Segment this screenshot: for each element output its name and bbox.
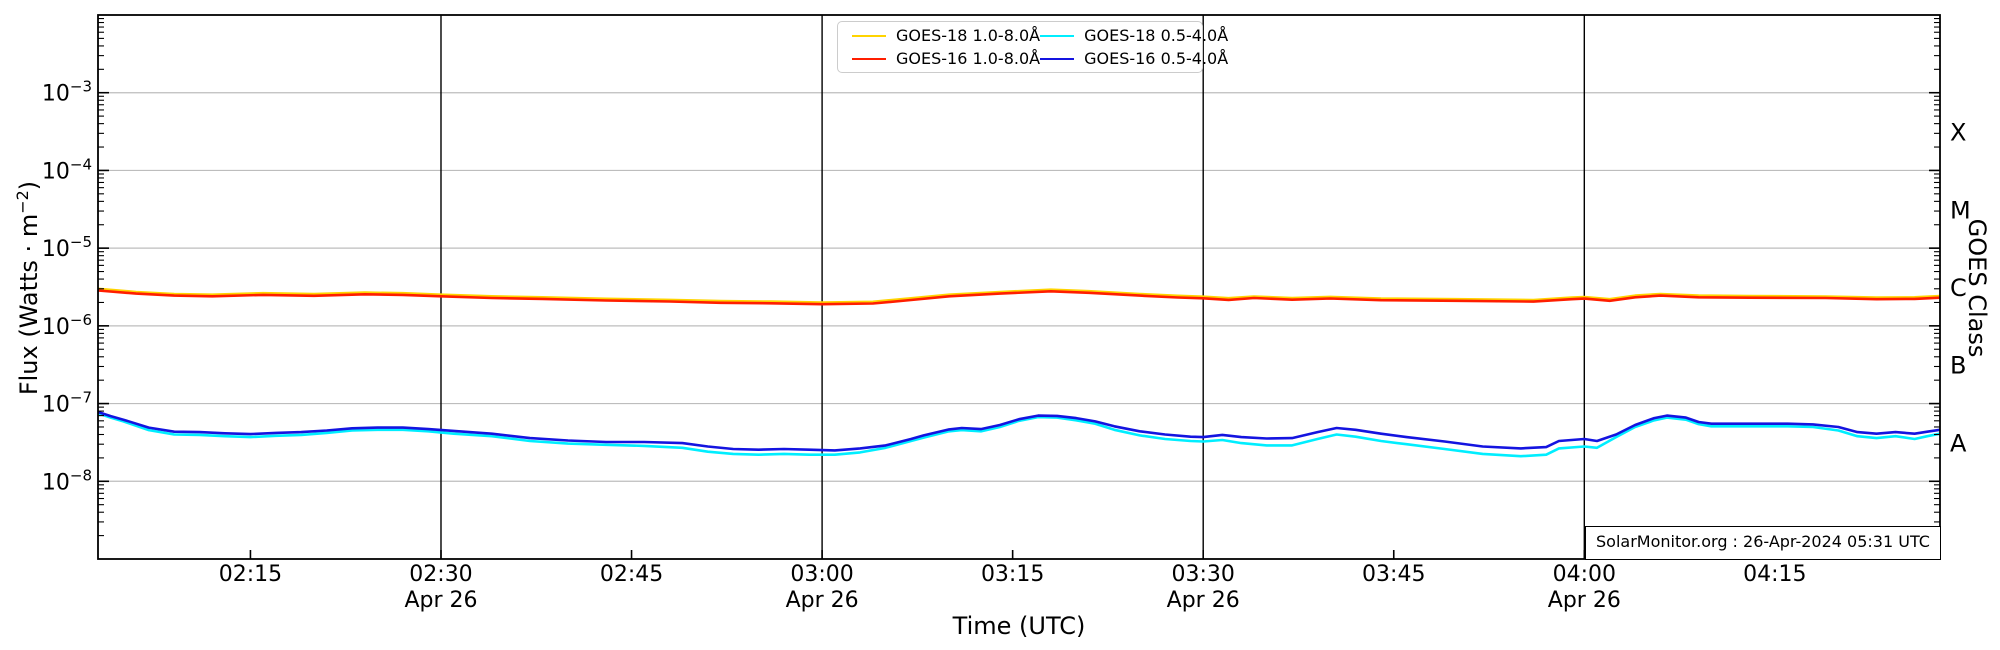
goes-class-label-A: A — [1950, 429, 1967, 457]
legend-label: GOES-16 0.5-4.0Å — [1084, 49, 1229, 68]
series-line-2-goes-18-0-5-4-0- — [98, 412, 1940, 458]
y-tick-label: 10−8 — [42, 466, 92, 495]
series-line-3-goes-16-0-5-4-0- — [98, 410, 1940, 452]
y-tick-label: 10−3 — [42, 78, 92, 107]
legend-item-goes18-long: GOES-18 1.0-8.0Å — [852, 24, 1040, 47]
x-tick-label: 03:15 — [981, 562, 1044, 587]
goes-class-label-C: C — [1950, 274, 1967, 302]
y-tick-label: 10−7 — [42, 389, 92, 418]
legend-item-goes16-long: GOES-16 1.0-8.0Å — [852, 47, 1040, 70]
x-tick-date-label: Apr 26 — [1548, 588, 1621, 613]
legend-label: GOES-18 0.5-4.0Å — [1084, 26, 1229, 45]
legend-label: GOES-16 1.0-8.0Å — [896, 49, 1041, 68]
x-tick-label: 03:00 — [790, 562, 853, 587]
x-tick-date-label: Apr 26 — [404, 588, 477, 613]
goes16-long-line-swatch — [852, 57, 886, 60]
y-axis-title-text: Flux (Watts · m — [15, 213, 43, 396]
right-axis-title: GOES Class — [1963, 218, 1991, 358]
y-tick-label: 10−4 — [42, 155, 92, 184]
x-tick-date-label: Apr 26 — [1167, 588, 1240, 613]
y-tick-label: 10−6 — [42, 311, 92, 340]
goes18-short-line-swatch — [1040, 34, 1075, 37]
goes16-short-line-swatch — [1040, 57, 1075, 60]
x-tick-label: 03:30 — [1171, 562, 1234, 587]
source-timestamp-box: SolarMonitor.org : 26-Apr-2024 05:31 UTC — [1585, 526, 1941, 560]
goes-class-label-M: M — [1950, 196, 1971, 224]
y-axis-title: Flux (Watts · m−2) — [13, 128, 43, 448]
x-tick-label: 02:15 — [219, 562, 282, 587]
legend-item-goes18-short: GOES-18 0.5-4.0Å — [1040, 24, 1228, 47]
x-tick-label: 02:30 — [409, 562, 472, 587]
legend-item-goes16-short: GOES-16 0.5-4.0Å — [1040, 47, 1228, 70]
x-tick-label: 02:45 — [600, 562, 663, 587]
x-tick-label: 03:45 — [1362, 562, 1425, 587]
goes18-long-line-swatch — [852, 34, 886, 37]
series-line-1-goes-16-1-0-8-0- — [98, 289, 1940, 306]
x-axis-title: Time (UTC) — [952, 612, 1086, 640]
x-tick-date-label: Apr 26 — [786, 588, 859, 613]
source-timestamp-text: SolarMonitor.org : 26-Apr-2024 05:31 UTC — [1596, 532, 1930, 551]
legend: GOES-18 1.0-8.0Å GOES-18 0.5-4.0Å GOES-1… — [837, 21, 1228, 73]
series-line-0-goes-18-1-0-8-0- — [98, 287, 1940, 304]
x-tick-label: 04:00 — [1553, 562, 1616, 587]
goes-class-label-B: B — [1950, 352, 1966, 380]
plot-border — [97, 14, 1941, 560]
goes-class-label-X: X — [1950, 119, 1966, 147]
y-axis-title-exponent: −2 — [13, 190, 32, 214]
legend-label: GOES-18 1.0-8.0Å — [896, 26, 1041, 45]
x-tick-label: 04:15 — [1743, 562, 1806, 587]
y-tick-label: 10−5 — [42, 233, 92, 262]
y-axis-title-close: ) — [15, 180, 43, 191]
